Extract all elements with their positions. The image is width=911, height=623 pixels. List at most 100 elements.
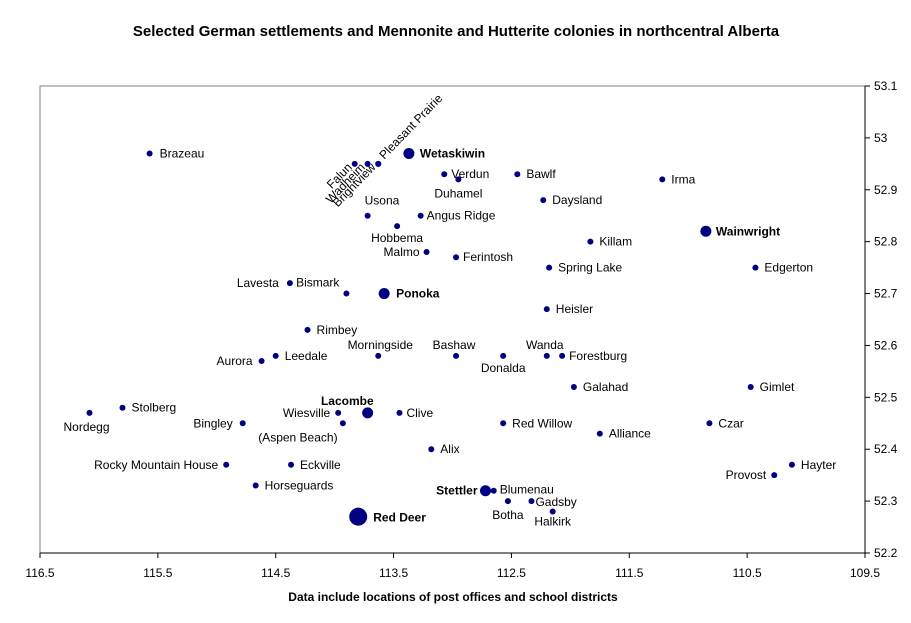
point-marker-falun (351, 160, 358, 167)
point-marker-clive (396, 409, 403, 416)
point-label-eckville: Eckville (300, 458, 341, 472)
point-label-duhamel: Duhamel (434, 186, 482, 200)
point-marker-bashaw (453, 352, 460, 359)
x-tick-label: 110.5 (733, 566, 762, 580)
y-tick-label: 52.5 (874, 390, 898, 404)
y-tick-label: 53.1 (874, 79, 898, 93)
y-tick-label: 52.6 (874, 338, 898, 352)
point-marker-gadsby (528, 498, 535, 505)
point-label-bingley: Bingley (193, 416, 232, 430)
point-label-stolberg: Stolberg (132, 401, 177, 415)
point-label-irma: Irma (671, 172, 695, 186)
point-marker-alix (428, 446, 435, 453)
plot-area (39, 85, 866, 554)
point-label-halkirk: Halkirk (534, 514, 572, 528)
y-tick-label: 52.7 (874, 287, 898, 301)
point-marker-lavesta (286, 280, 293, 287)
y-tick-label: 52.9 (874, 183, 898, 197)
point-marker-killam (587, 238, 594, 245)
point-marker-morningside (375, 352, 382, 359)
point-label-brazeau: Brazeau (160, 146, 205, 160)
point-marker-usona (364, 212, 371, 219)
point-marker-rocky-mountain-house (223, 461, 230, 468)
point-marker-lacombe (362, 407, 374, 419)
point-marker-botha (504, 498, 511, 505)
point-marker-bismark (343, 290, 350, 297)
point-marker-aurora (258, 358, 265, 365)
point-label-wanda: Wanda (526, 338, 564, 352)
x-tick-label: 112.5 (497, 566, 526, 580)
point-label-hayter: Hayter (801, 458, 836, 472)
point-label-botha: Botha (492, 508, 524, 522)
point-label-donalda: Donalda (481, 361, 526, 375)
point-label-lacombe: Lacombe (321, 394, 374, 408)
point-marker-hobbema (394, 223, 401, 230)
point-marker-rimbey (304, 326, 311, 333)
point-marker-irma (659, 176, 666, 183)
y-tick-label: 52.8 (874, 235, 898, 249)
point-label-gadsby: Gadsby (535, 495, 576, 509)
point-marker-forestburg (559, 352, 566, 359)
point-marker-stettler (480, 485, 491, 497)
point-label-red-deer: Red Deer (373, 511, 426, 525)
y-tick-label: 52.4 (874, 442, 898, 456)
x-axis-label: Data include locations of post offices a… (288, 590, 618, 604)
point-marker-wainwright (700, 225, 712, 237)
point-label-rimbey: Rimbey (317, 323, 358, 337)
point-marker-galahad (570, 383, 577, 390)
point-label-alliance: Alliance (609, 427, 651, 441)
x-tick-label: 111.5 (615, 566, 644, 580)
point-label-bismark: Bismark (296, 276, 340, 290)
point-label-usona: Usona (365, 194, 400, 208)
x-tick-label: 114.5 (261, 566, 290, 580)
point-label-heisler: Heisler (556, 302, 593, 316)
point-label-wainwright: Wainwright (716, 224, 780, 238)
point-marker-wanda (543, 352, 550, 359)
point-marker-horseguards (252, 482, 259, 489)
point-marker-duhamel (455, 176, 462, 183)
point-marker-wetaskiwin (403, 147, 415, 159)
point-marker-brazeau (146, 150, 153, 157)
point-marker-heisler (543, 306, 550, 313)
point-marker-wiesville (335, 409, 342, 416)
point-label-ferintosh: Ferintosh (463, 250, 513, 264)
point-marker-alliance (596, 430, 603, 437)
point-marker-blumenau (490, 487, 497, 494)
x-tick-label: 109.5 (850, 566, 880, 580)
x-tick-label: 116.5 (25, 566, 54, 580)
point-label-wetaskiwin: Wetaskiwin (420, 146, 485, 160)
point-label-leedale: Leedale (285, 349, 328, 363)
chart-title: Selected German settlements and Mennonit… (133, 23, 780, 40)
point-label-killam: Killam (599, 235, 632, 249)
point-label-angus-ridge: Angus Ridge (427, 209, 496, 223)
point-label-ponoka: Ponoka (396, 287, 440, 301)
point-label-bashaw: Bashaw (433, 338, 476, 352)
point-label-hobbema: Hobbema (371, 231, 423, 245)
point-label-wiesville: Wiesville (283, 406, 331, 420)
x-axis-ticks: 116.5 115.5 114.5 113.5 112.5 111.5 110.5 109.5 (25, 553, 880, 580)
point-label-blumenau: Blumenau (500, 483, 554, 497)
point-label-edgerton: Edgerton (764, 261, 813, 275)
point-label-galahad: Galahad (583, 380, 628, 394)
point-marker-daysland (540, 197, 547, 204)
point-label-aspen-beach: (Aspen Beach) (258, 430, 337, 444)
point-marker-aspen-beach (339, 420, 346, 427)
point-marker-ponoka (378, 288, 390, 300)
point-marker-hayter (788, 461, 795, 468)
point-label-spring-lake: Spring Lake (558, 261, 622, 275)
point-marker-verdun (441, 171, 448, 178)
point-label-gimlet: Gimlet (760, 380, 795, 394)
point-marker-bingley (239, 420, 246, 427)
point-marker-donalda (500, 352, 507, 359)
point-label-red-willow: Red Willow (512, 416, 572, 430)
point-label-lavesta: Lavesta (237, 276, 279, 290)
x-tick-label: 113.5 (379, 566, 408, 580)
point-label-stettler: Stettler (436, 484, 478, 498)
point-label-forestburg: Forestburg (569, 349, 627, 363)
point-label-horseguards: Horseguards (265, 479, 334, 493)
y-tick-label: 53 (874, 131, 888, 145)
y-tick-label: 52.3 (874, 494, 898, 508)
point-marker-provost (771, 472, 778, 479)
